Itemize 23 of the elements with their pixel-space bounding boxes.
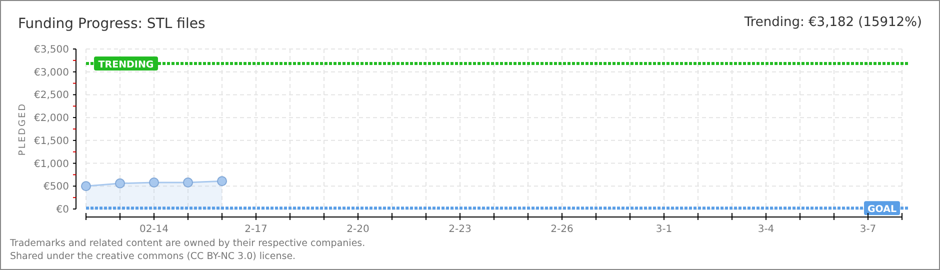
x-tick-label: 2-23	[448, 224, 472, 235]
x-tick-label: 02-14	[139, 224, 169, 235]
x-tick-label: 3-7	[860, 224, 876, 235]
x-tick-label: 3-4	[758, 224, 774, 235]
y-tick-label: €0	[56, 204, 69, 216]
x-tick-label: 2-20	[346, 224, 370, 235]
chart-title: Funding Progress: STL files	[18, 16, 206, 32]
x-tick-label: 2-17	[244, 224, 268, 235]
chart-subtitle: Trending: €3,182 (15912%)	[743, 15, 922, 30]
y-tick-label: €1,000	[34, 158, 69, 170]
y-tick-label: €1,500	[34, 136, 69, 147]
x-tick-label: 3-1	[656, 224, 672, 235]
y-tick-label: €500	[44, 182, 69, 193]
ref-line-label: TRENDING	[98, 60, 154, 71]
y-tick-label: €3,500	[34, 44, 69, 56]
y-axis-title: PLEDGED	[18, 102, 28, 156]
text: Shared under the creative commons (CC BY-NC 3.0) license.	[10, 251, 296, 262]
y-tick-label: €2,000	[34, 113, 69, 124]
y-tick-label: €2,500	[34, 90, 69, 102]
y-tick-label: €3,000	[34, 67, 69, 78]
x-tick-label: 2-26	[550, 224, 574, 235]
ref-line-label: GOAL	[867, 204, 897, 216]
text: Trademarks and related content are owned by their respective companies.	[9, 238, 366, 249]
